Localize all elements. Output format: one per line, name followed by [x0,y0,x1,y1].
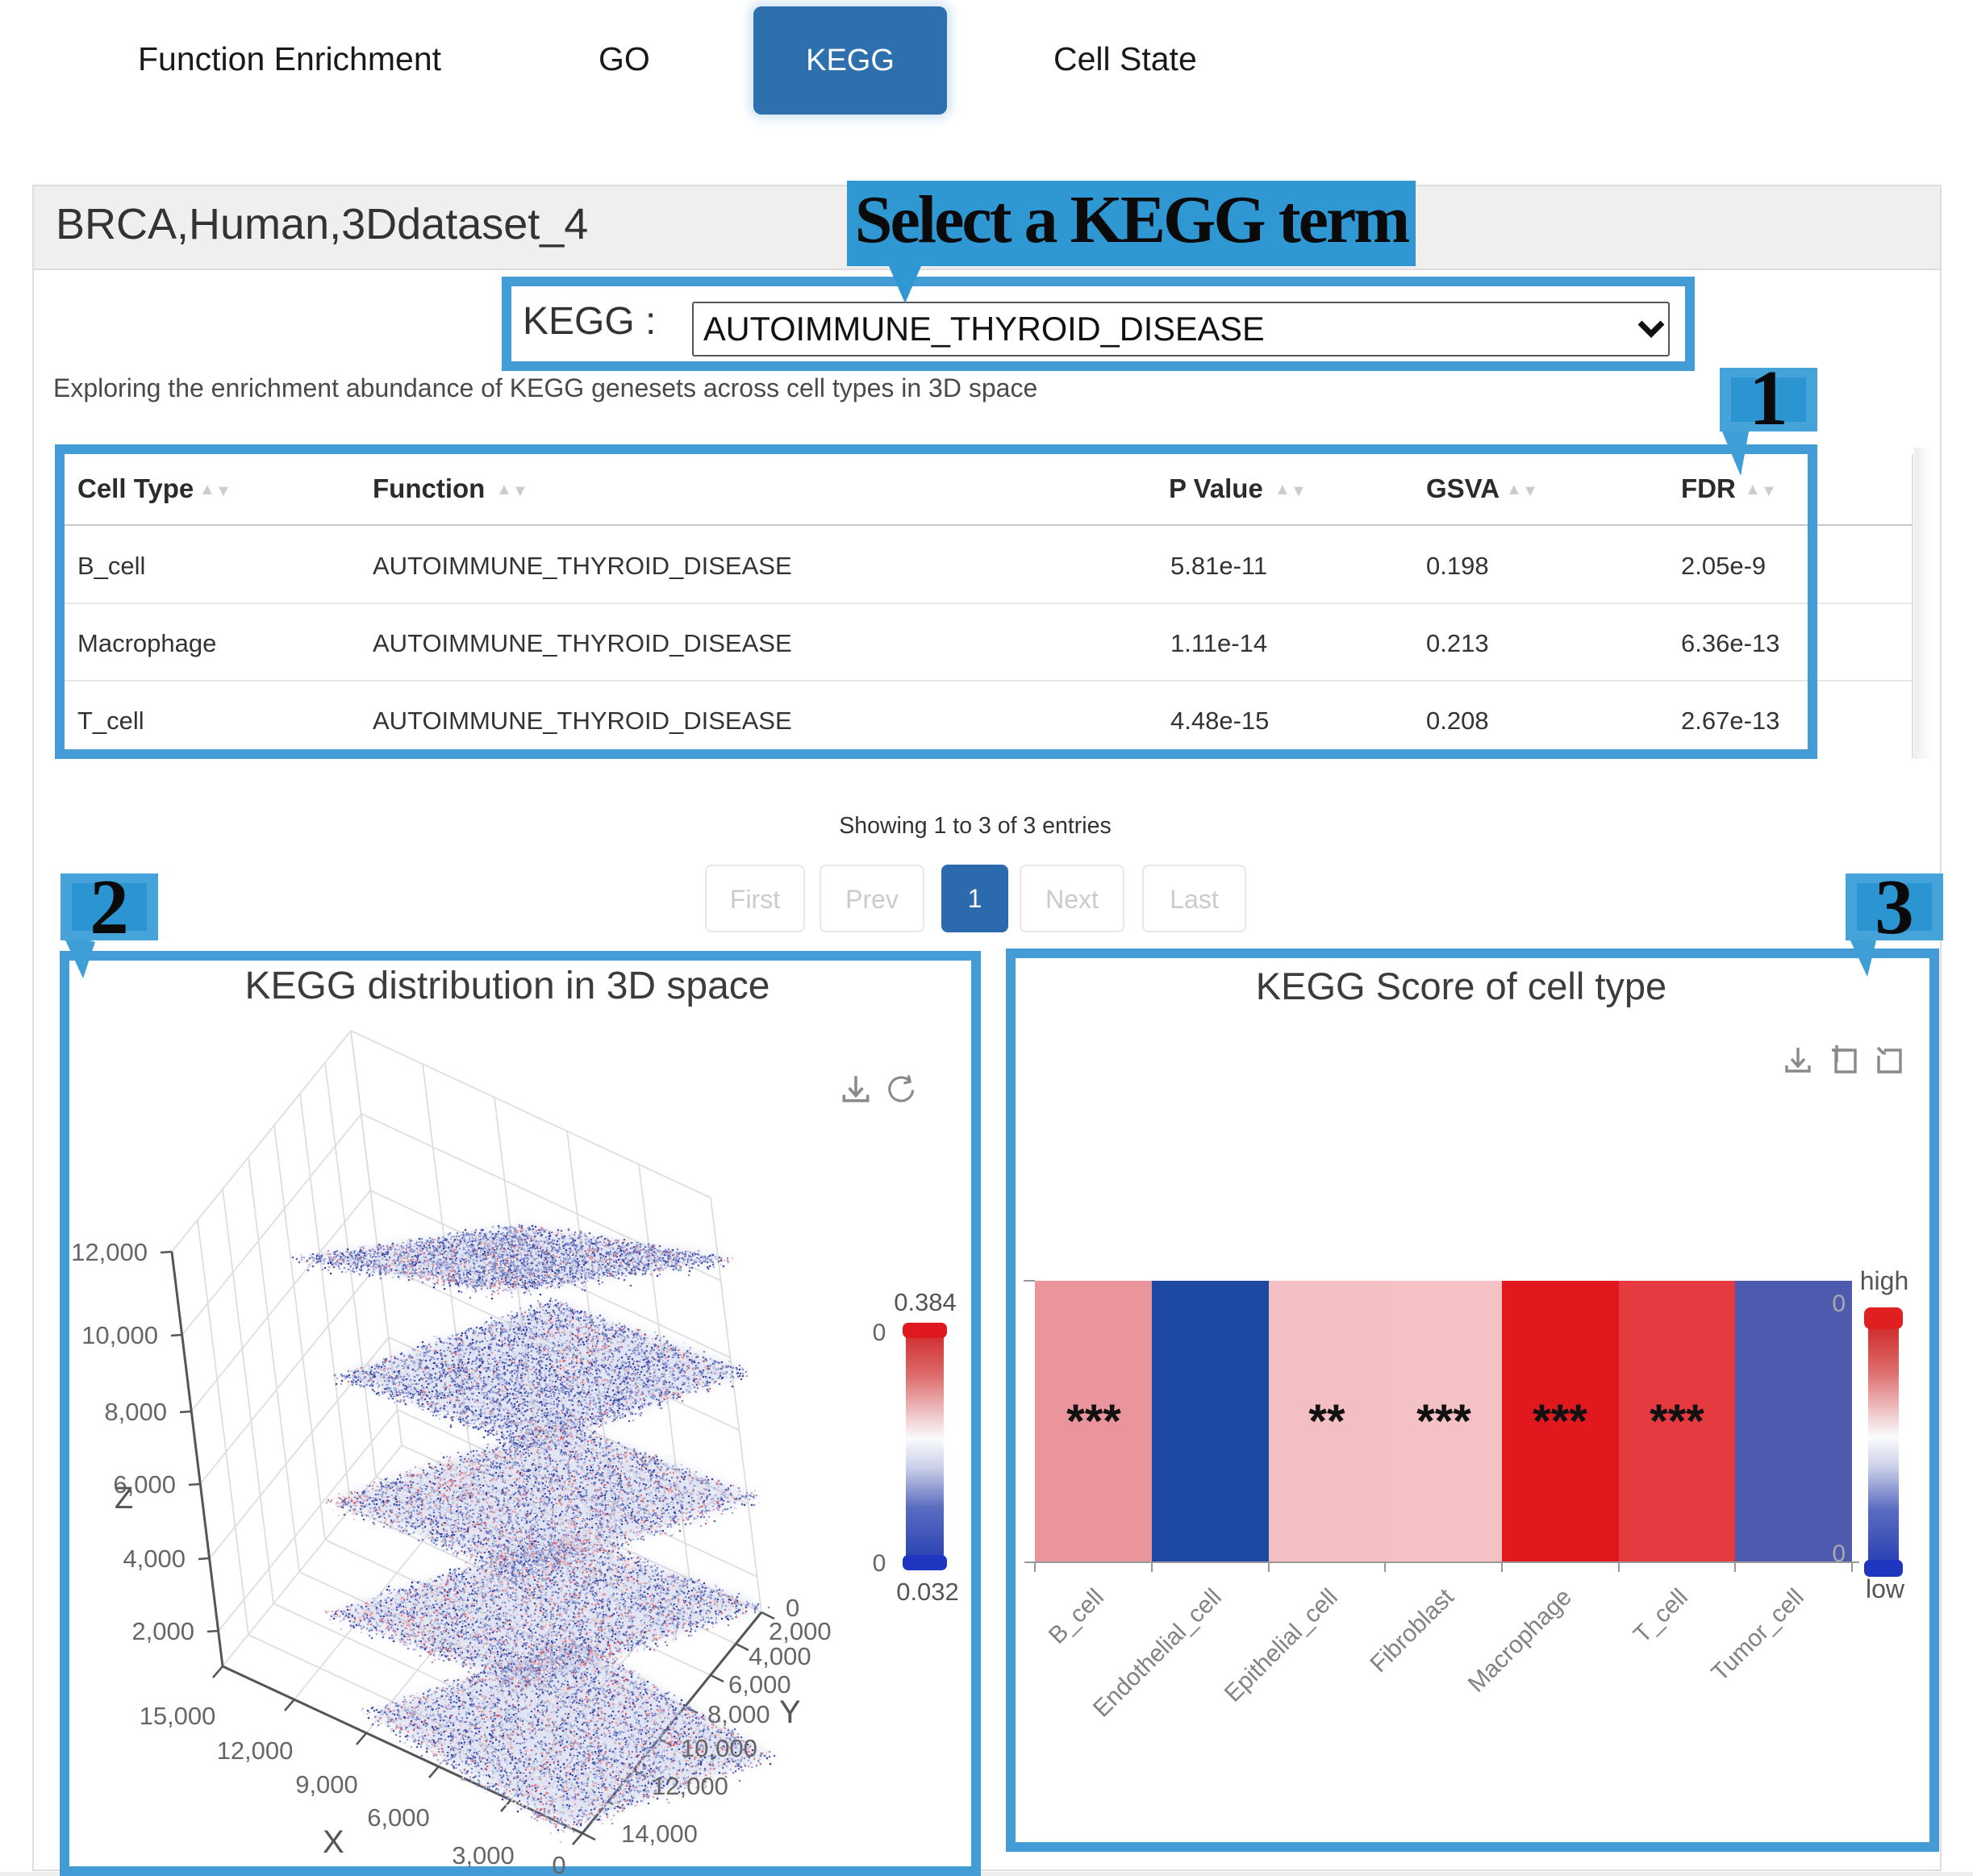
svg-text:Macrophage: Macrophage [77,629,216,657]
svg-text:B_cell: B_cell [77,552,145,580]
svg-text:6,000: 6,000 [728,1670,791,1699]
svg-text:AUTOIMMUNE_THYROID_DISEASE: AUTOIMMUNE_THYROID_DISEASE [373,707,792,735]
svg-text:9,000: 9,000 [295,1770,358,1799]
svg-text:1: 1 [1749,355,1788,441]
svg-text:AUTOIMMUNE_THYROID_DISEASE: AUTOIMMUNE_THYROID_DISEASE [373,629,792,657]
svg-text:1.11e-14: 1.11e-14 [1170,629,1267,657]
svg-text:▲: ▲ [199,481,215,498]
svg-text:4.48e-15: 4.48e-15 [1170,707,1269,735]
svg-text:▼: ▼ [1522,482,1538,500]
svg-text:0: 0 [1832,1290,1846,1317]
svg-text:6.36e-13: 6.36e-13 [1681,629,1779,657]
svg-text:0.208: 0.208 [1426,707,1489,735]
svg-text:***: *** [1066,1395,1121,1448]
svg-text:▲: ▲ [1745,481,1761,498]
svg-text:3: 3 [1875,864,1914,950]
svg-text:0: 0 [873,1550,886,1577]
svg-text:low: low [1866,1574,1905,1603]
svg-text:2,000: 2,000 [131,1617,194,1645]
svg-text:▼: ▼ [1761,482,1777,500]
svg-text:FDR: FDR [1681,473,1736,503]
svg-text:0.213: 0.213 [1426,629,1489,657]
svg-text:▼: ▼ [215,482,232,500]
svg-text:5.81e-11: 5.81e-11 [1170,552,1267,580]
svg-text:4,000: 4,000 [123,1545,186,1573]
svg-text:2: 2 [90,864,129,950]
svg-text:0: 0 [1832,1540,1846,1567]
svg-text:3,000: 3,000 [452,1841,515,1870]
svg-text:▲: ▲ [496,481,512,498]
svg-text:12,000: 12,000 [217,1736,294,1765]
svg-text:2.67e-13: 2.67e-13 [1681,707,1779,735]
svg-text:GSVA: GSVA [1426,473,1500,503]
svg-text:P Value: P Value [1169,473,1263,503]
svg-text:Y: Y [779,1695,801,1730]
svg-text:0.198: 0.198 [1426,552,1489,580]
svg-text:X: X [323,1824,344,1860]
svg-text:10,000: 10,000 [81,1321,158,1349]
svg-text:high: high [1860,1266,1909,1295]
svg-text:15,000: 15,000 [140,1702,216,1730]
svg-text:4,000: 4,000 [749,1642,811,1670]
svg-text:Function: Function [373,473,485,503]
svg-text:8,000: 8,000 [104,1398,167,1426]
svg-text:▲: ▲ [1274,481,1291,498]
svg-text:▼: ▼ [512,482,528,500]
svg-text:0.384: 0.384 [894,1288,957,1316]
svg-text:0.032: 0.032 [896,1578,959,1606]
svg-text:2.05e-9: 2.05e-9 [1681,552,1766,580]
svg-text:14,000: 14,000 [621,1820,698,1848]
svg-text:T_cell: T_cell [77,707,144,735]
svg-text:Cell Type: Cell Type [77,473,194,503]
svg-text:0: 0 [552,1851,565,1876]
svg-text:***: *** [1533,1395,1587,1448]
svg-text:AUTOIMMUNE_THYROID_DISEASE: AUTOIMMUNE_THYROID_DISEASE [373,552,792,580]
svg-text:6,000: 6,000 [113,1470,176,1499]
svg-text:0: 0 [873,1319,886,1346]
svg-text:2,000: 2,000 [769,1617,832,1645]
svg-text:**: ** [1308,1395,1345,1448]
svg-text:▼: ▼ [1291,482,1307,500]
svg-text:12,000: 12,000 [652,1772,728,1800]
svg-text:***: *** [1416,1395,1471,1448]
svg-text:12,000: 12,000 [71,1238,148,1266]
svg-text:6,000: 6,000 [367,1803,430,1832]
svg-text:▲: ▲ [1506,481,1522,498]
svg-text:***: *** [1650,1395,1704,1448]
svg-text:Z: Z [115,1482,133,1515]
svg-text:0: 0 [786,1594,799,1622]
svg-text:10,000: 10,000 [681,1734,757,1762]
svg-text:8,000: 8,000 [707,1700,770,1728]
